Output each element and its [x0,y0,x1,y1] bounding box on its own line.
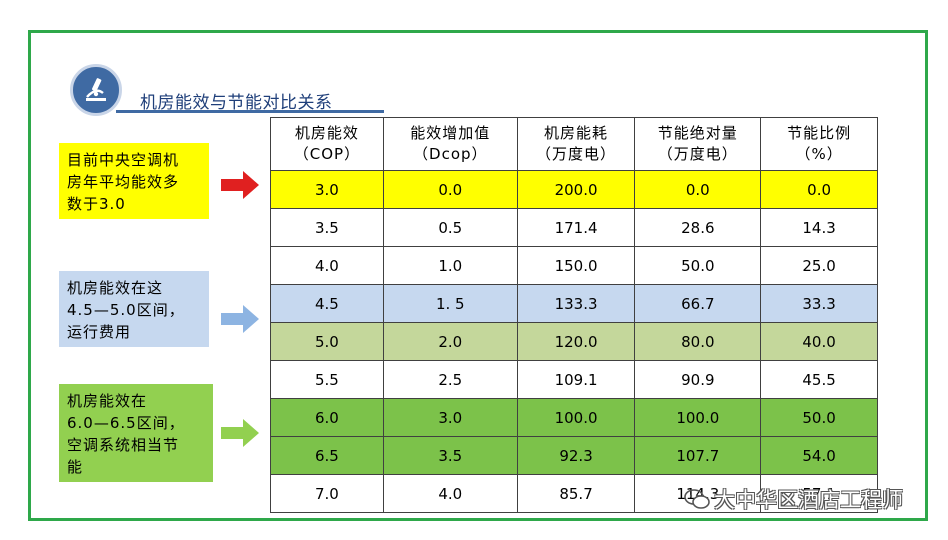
table-cell: 45.5 [760,360,878,399]
arrow-right-green-icon [221,419,259,447]
table-row: 4.0 1.0 150.0 50.0 25.0 [270,246,878,285]
note-line: 目前中央空调机 [67,151,180,169]
table-row: 6.0 3.0 100.0 100.0 50.0 [270,398,878,437]
table-cell: 5.5 [270,360,384,399]
table-row: 6.5 3.5 92.3 107.7 54.0 [270,436,878,475]
table-cell: 28.6 [634,208,762,247]
table-cell: 114.3 [634,474,762,513]
note-line: 机房能效在这 [67,279,164,297]
table-cell: 66.7 [634,284,762,323]
watermark: 大中华区酒店工程师 [684,484,903,514]
arrow-right-red-icon [221,171,259,199]
table-cell: 90.9 [634,360,762,399]
header-ratio: 节能比例 （%） [760,117,878,171]
note-mid-cop: 机房能效在这 4.5—5.0区间， 运行费用 [59,271,209,347]
table-cell: 14.3 [760,208,878,247]
table-cell: 100.0 [516,398,636,437]
title-underline [116,110,384,113]
table-cell: 54.0 [760,436,878,475]
table-row: 3.5 0.5 171.4 28.6 14.3 [270,208,878,247]
table-cell: 40.0 [760,322,878,361]
note-high-cop: 机房能效在 6.0—6.5区间， 空调系统相当节 能 [59,384,213,482]
note-line: 能 [67,458,84,476]
header-savings: 节能绝对量 （万度电） [634,117,762,171]
watermark-text: 大中华区酒店工程师 [714,488,903,512]
cop-comparison-table: 机房能效 （COP） 能效增加值 （Dcop） 机房能耗 （万度电） 节能绝对量 （万度… [270,117,878,513]
table-cell: 4.0 [382,474,518,513]
table-cell: 3.5 [270,208,384,247]
table-cell: 33.3 [760,284,878,323]
table-cell: 3.0 [382,398,518,437]
wechat-icon [684,489,710,509]
table-row: 5.5 2.5 109.1 90.9 45.5 [270,360,878,399]
table-cell: 80.0 [634,322,762,361]
note-line: 运行费用 [67,323,132,341]
table-cell: 57.1 [760,474,878,513]
table-cell: 150.0 [516,246,636,285]
microscope-icon [70,64,122,116]
slide-frame [28,30,928,521]
table-row: 7.0 4.0 85.7 114.3 57.1 [270,474,878,513]
table-cell: 0.0 [634,170,762,209]
table-cell: 109.1 [516,360,636,399]
table-cell: 133.3 [516,284,636,323]
table-cell: 7.0 [270,474,384,513]
table-cell: 120.0 [516,322,636,361]
table-cell: 2.5 [382,360,518,399]
table-cell: 3.5 [382,436,518,475]
table-cell: 2.0 [382,322,518,361]
table-cell: 92.3 [516,436,636,475]
header-cop: 机房能效 （COP） [270,117,384,171]
table-cell: 5.0 [270,322,384,361]
table-cell: 1.0 [382,246,518,285]
note-line: 6.0—6.5区间， [67,414,185,432]
header-dcop: 能效增加值 （Dcop） [382,117,518,171]
table-cell: 0.5 [382,208,518,247]
note-current-cop: 目前中央空调机 房年平均能效多 数于3.0 [59,143,209,219]
table-cell: 171.4 [516,208,636,247]
note-line: 机房能效在 [67,392,148,410]
note-line: 4.5—5.0区间， [67,301,185,319]
table-cell: 200.0 [516,170,636,209]
table-row: 5.0 2.0 120.0 80.0 40.0 [270,322,878,361]
table-row: 4.5 1. 5 133.3 66.7 33.3 [270,284,878,323]
table-cell: 3.0 [270,170,384,209]
table-cell: 0.0 [382,170,518,209]
table-cell: 25.0 [760,246,878,285]
table-cell: 6.5 [270,436,384,475]
table-cell: 1. 5 [382,284,518,323]
table-cell: 107.7 [634,436,762,475]
table-cell: 6.0 [270,398,384,437]
page-title: 机房能效与节能对比关系 [140,93,333,113]
table-cell: 85.7 [516,474,636,513]
table-row: 3.0 0.0 200.0 0.0 0.0 [270,170,878,209]
table-cell: 4.5 [270,284,384,323]
table-cell: 0.0 [760,170,878,209]
table-cell: 50.0 [760,398,878,437]
table-cell: 50.0 [634,246,762,285]
note-line: 空调系统相当节 [67,436,180,454]
note-line: 房年平均能效多 [67,173,180,191]
note-line: 数于3.0 [67,195,126,213]
table-cell: 4.0 [270,246,384,285]
header-energy: 机房能耗 （万度电） [516,117,636,171]
table-cell: 100.0 [634,398,762,437]
table-header-row: 机房能效 （COP） 能效增加值 （Dcop） 机房能耗 （万度电） 节能绝对量 （万度… [270,117,878,171]
arrow-right-blue-icon [221,305,259,333]
